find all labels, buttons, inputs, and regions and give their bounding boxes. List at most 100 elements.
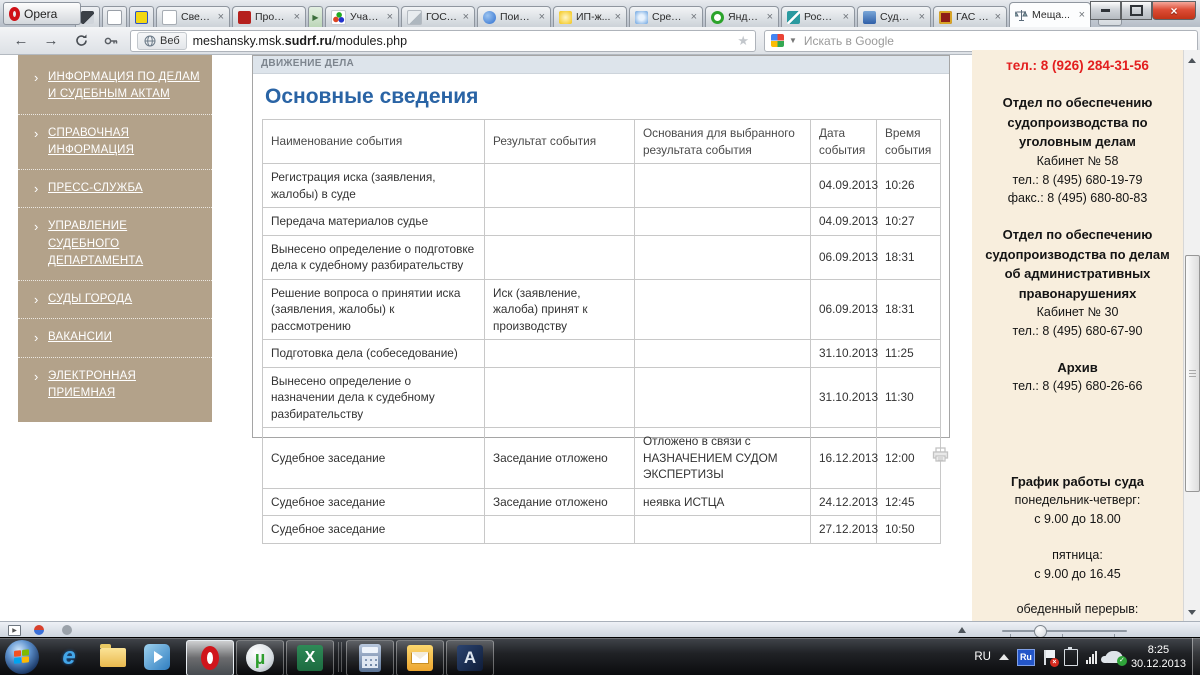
site-badge[interactable]: Веб bbox=[137, 31, 187, 50]
bookmark-star-icon[interactable]: ★ bbox=[737, 32, 749, 48]
sidebar-menu-item[interactable]: › СУДЫ ГОРОДА bbox=[18, 280, 212, 318]
cell-time: 18:31 bbox=[876, 278, 941, 341]
tab-poisk[interactable]: Поиск... × bbox=[477, 6, 551, 27]
taskbar-opera-button[interactable] bbox=[186, 640, 234, 675]
cell-grounds: неявка ИСТЦА bbox=[634, 487, 811, 517]
cell-event: Судебное заседание bbox=[262, 427, 485, 489]
system-tray: RU Ru × ✓ 8:25 30.12.2013 bbox=[974, 638, 1186, 675]
file-explorer-icon[interactable] bbox=[98, 642, 128, 672]
taskbar-utorrent-button[interactable]: µ bbox=[236, 640, 284, 675]
sidebar-item-label: УПРАВЛЕНИЕ СУДЕБНОГО ДЕПАРТАМЕНТА bbox=[48, 220, 144, 267]
opera-menu-button[interactable]: Opera bbox=[3, 2, 81, 25]
sidebar-menu-item[interactable]: › ВАКАНСИИ bbox=[18, 318, 212, 356]
url-field[interactable]: Веб meshansky.msk.sudrf.ru/modules.php ★ bbox=[130, 29, 756, 52]
table-row: Судебное заседание 27.12.2013 10:50 bbox=[262, 515, 941, 544]
taskbar-clock[interactable]: 8:25 30.12.2013 bbox=[1131, 643, 1186, 672]
tab-close-icon[interactable]: × bbox=[994, 10, 1001, 23]
tab-close-icon[interactable]: × bbox=[1078, 8, 1085, 21]
network-signal-icon[interactable] bbox=[1085, 650, 1097, 664]
punto-switcher-icon[interactable]: Ru bbox=[1016, 648, 1035, 666]
tab-close-icon[interactable]: × bbox=[918, 10, 925, 23]
tab-yandex[interactable]: Яндек...× bbox=[705, 6, 779, 27]
show-desktop-button[interactable] bbox=[1192, 638, 1200, 675]
cloud-sync-icon[interactable]: ✓ bbox=[1100, 651, 1127, 666]
search-input[interactable] bbox=[801, 32, 1191, 49]
action-center-flag-icon[interactable]: × bbox=[1043, 649, 1059, 667]
browser-tab-bar: Opera Свето...× Прода...× ▶ Участ...× ГО… bbox=[0, 0, 1200, 28]
opera-menu-label: Opera bbox=[24, 6, 58, 21]
password-key-button[interactable] bbox=[100, 30, 122, 52]
tab-ipzh[interactable]: ИП-ж... × bbox=[553, 6, 627, 27]
scrollbar-thumb[interactable] bbox=[1185, 255, 1200, 492]
teal-favicon bbox=[787, 10, 800, 24]
sidebar-menu-item[interactable]: › ИНФОРМАЦИЯ ПО ДЕЛАМ И СУДЕБНЫМ АКТАМ bbox=[18, 59, 212, 114]
tab-close-icon[interactable]: × bbox=[462, 10, 469, 23]
triangle-up-icon bbox=[1188, 57, 1196, 63]
back-button[interactable]: ← bbox=[13, 32, 29, 49]
col-header-grounds: Основания для выбранного результата собы… bbox=[634, 118, 811, 165]
butterfly-favicon bbox=[483, 10, 496, 24]
taskbar-excel-button[interactable]: X bbox=[286, 640, 334, 675]
print-icon[interactable] bbox=[932, 447, 949, 463]
taskbar-calculator-button[interactable] bbox=[346, 640, 394, 675]
clipboard-tray-icon[interactable] bbox=[1063, 646, 1078, 666]
zoom-slider[interactable] bbox=[1002, 625, 1127, 638]
tab-close-icon[interactable]: × bbox=[842, 10, 849, 23]
tab-proda[interactable]: Прода...× bbox=[232, 6, 306, 27]
tab-close-icon[interactable]: × bbox=[293, 10, 300, 23]
taskbar-archicad-button[interactable]: A bbox=[446, 640, 494, 675]
sidebar-item-label: ИНФОРМАЦИЯ ПО ДЕЛАМ И СУДЕБНЫМ АКТАМ bbox=[48, 71, 200, 101]
search-field[interactable]: ▼ bbox=[764, 29, 1198, 52]
tab-extender-button[interactable]: ▶ bbox=[308, 6, 323, 27]
tab-close-icon[interactable]: × bbox=[386, 10, 393, 23]
tab-meshansky-active[interactable]: Меща... × bbox=[1009, 2, 1091, 27]
tab-close-icon[interactable]: × bbox=[538, 10, 545, 23]
maximize-button[interactable] bbox=[1121, 1, 1152, 20]
pinned-tab-3[interactable] bbox=[129, 6, 154, 27]
sidebar-menu-item[interactable]: › ЭЛЕКТРОННАЯ ПРИЕМНАЯ bbox=[18, 356, 212, 413]
browser-status-bar: ▶ bbox=[0, 621, 1200, 638]
media-player-icon[interactable] bbox=[142, 642, 172, 672]
tab-close-icon[interactable]: × bbox=[766, 10, 773, 23]
snowflake-favicon bbox=[635, 10, 648, 24]
scroll-down-button[interactable] bbox=[1186, 606, 1198, 618]
cell-result: Заседание отложено bbox=[484, 487, 635, 517]
start-button[interactable] bbox=[5, 640, 39, 674]
vertical-scrollbar[interactable] bbox=[1183, 50, 1200, 622]
pinned-tab-2[interactable] bbox=[102, 6, 127, 27]
language-indicator[interactable]: RU bbox=[974, 651, 991, 663]
forward-button[interactable]: → bbox=[43, 32, 59, 49]
contact-line: Отдел по обеспечению судопроизводства по… bbox=[1002, 95, 1153, 150]
opera-turbo-icon[interactable] bbox=[62, 625, 72, 635]
minimize-button[interactable] bbox=[1090, 1, 1121, 20]
panels-toggle-button[interactable]: ▶ bbox=[8, 625, 21, 636]
tab-gost[interactable]: ГОСТ... × bbox=[401, 6, 475, 27]
tab-sveto[interactable]: Свето...× bbox=[156, 6, 230, 27]
tab-close-icon[interactable]: × bbox=[217, 10, 224, 23]
sidebar-menu-item[interactable]: › СПРАВОЧНАЯ ИНФОРМАЦИЯ bbox=[18, 113, 212, 170]
internet-explorer-icon[interactable]: e bbox=[62, 643, 76, 670]
tab-close-icon[interactable]: × bbox=[614, 10, 621, 23]
search-engine-dropdown-icon[interactable]: ▼ bbox=[789, 36, 797, 45]
tab-uchast[interactable]: Участ... × bbox=[325, 6, 399, 27]
cell-grounds: Отложено в связи с НАЗНАЧЕНИЕМ СУДОМ ЭКС… bbox=[634, 427, 811, 489]
tab-sredn[interactable]: Средн...× bbox=[629, 6, 703, 27]
tab-rosbi[interactable]: РосБи...× bbox=[781, 6, 855, 27]
tab-gas[interactable]: ГАС Р... × bbox=[933, 6, 1007, 27]
windows-logo-icon bbox=[14, 649, 30, 665]
opera-link-sync-icon[interactable] bbox=[34, 625, 44, 635]
scroll-up-button[interactable] bbox=[1186, 54, 1198, 66]
cell-time: 11:30 bbox=[876, 366, 941, 429]
show-hidden-icons-button[interactable] bbox=[998, 654, 1009, 660]
fit-width-button[interactable] bbox=[958, 627, 966, 633]
reload-button[interactable] bbox=[70, 30, 92, 52]
badge-label: Веб bbox=[160, 34, 180, 47]
sidebar-menu-item[interactable]: › ПРЕСС-СЛУЖБА bbox=[18, 169, 212, 207]
sidebar-menu-item[interactable]: › УПРАВЛЕНИЕ СУДЕБНОГО ДЕПАРТАМЕНТА bbox=[18, 207, 212, 280]
close-button[interactable]: × bbox=[1152, 1, 1196, 20]
tab-sudeb[interactable]: Судеб...× bbox=[857, 6, 931, 27]
tab-close-icon[interactable]: × bbox=[690, 10, 697, 23]
contact-line: с 9.00 до 16.45 bbox=[1034, 566, 1121, 581]
taskbar-outlook-button[interactable] bbox=[396, 640, 444, 675]
